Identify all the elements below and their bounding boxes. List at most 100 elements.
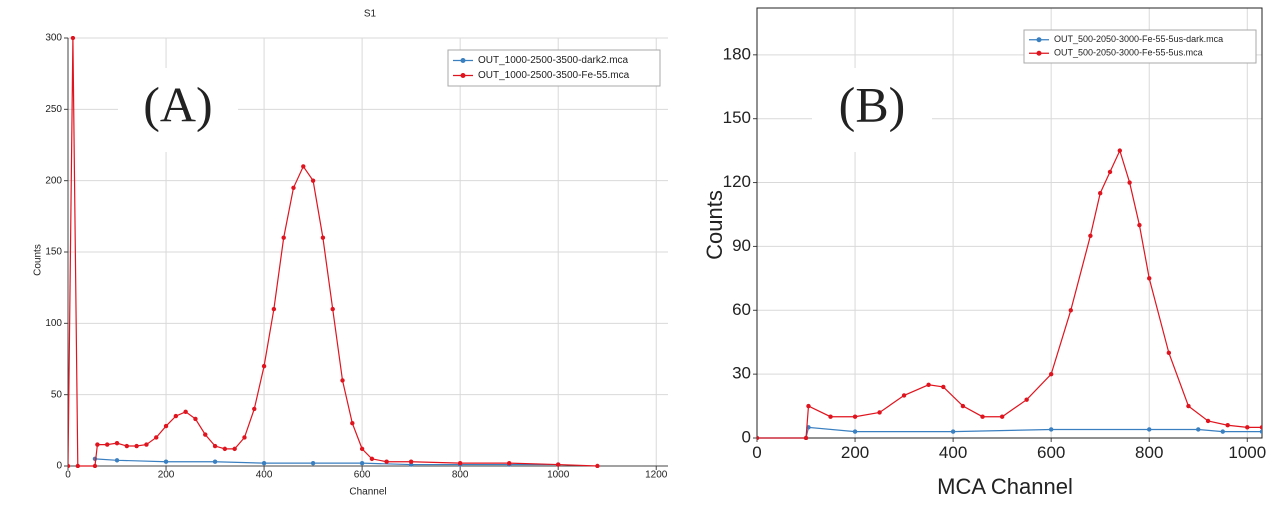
y-tick-label: 120: [723, 172, 751, 191]
data-point: [1166, 350, 1172, 356]
data-point: [193, 416, 198, 422]
data-point: [1098, 190, 1103, 196]
data-point: [369, 456, 375, 462]
legend-box: [1023, 29, 1257, 64]
data-point: [595, 463, 600, 468]
y-tick-label: 250: [45, 104, 62, 115]
data-point: [105, 442, 110, 447]
x-tick-label: 800: [452, 470, 469, 481]
data-point: [1088, 233, 1093, 238]
data-point: [1245, 425, 1250, 430]
annotation-background: [118, 68, 238, 152]
data-point: [1117, 148, 1123, 153]
x-tick-label: 0: [752, 443, 761, 462]
y-tick-label: 50: [51, 389, 63, 400]
data-point: [154, 435, 159, 440]
y-tick-label: 90: [732, 236, 751, 255]
x-tick-label: 1000: [1228, 443, 1266, 462]
data-point: [232, 446, 237, 452]
y-tick-label: 300: [45, 33, 62, 44]
data-point: [320, 235, 326, 240]
data-point: [281, 235, 286, 240]
data-point: [163, 459, 169, 464]
x-tick-label: 200: [158, 470, 175, 481]
x-tick-label: 400: [256, 470, 273, 481]
data-point: [926, 382, 931, 387]
y-axis-label: Counts: [33, 244, 44, 276]
data-point: [212, 443, 218, 449]
data-point: [806, 403, 811, 409]
y-tick-label: 0: [56, 461, 62, 472]
data-point: [222, 446, 228, 452]
data-point: [310, 460, 316, 466]
data-point: [408, 459, 414, 464]
data-point: [271, 306, 277, 312]
x-tick-label: 600: [354, 470, 371, 481]
data-point: [1147, 276, 1152, 281]
data-point: [1127, 180, 1132, 185]
legend-marker: [460, 73, 466, 78]
data-point: [261, 460, 267, 466]
data-point: [203, 432, 208, 437]
data-point: [1068, 308, 1073, 313]
data-point: [1259, 429, 1262, 434]
data-point: [1048, 371, 1054, 377]
data-point: [852, 429, 858, 434]
data-point: [212, 459, 218, 464]
x-tick-label: 1200: [645, 470, 668, 481]
legend: OUT_500-2050-3000-Fe-55-5us-dark.mca OUT_…: [1023, 29, 1257, 64]
data-point: [1024, 397, 1029, 402]
legend: OUT_1000-2500-3500-dark2.mca OUT_1000-250…: [447, 49, 661, 87]
data-point: [1205, 418, 1211, 424]
x-tick-label: 400: [939, 443, 967, 462]
y-tick-label: 200: [45, 175, 62, 186]
series-line: [757, 426, 1262, 439]
data-point: [359, 446, 365, 452]
data-point: [1048, 427, 1054, 432]
data-point: [350, 421, 355, 426]
data-point: [803, 435, 809, 440]
data-point: [252, 406, 257, 412]
y-tick-label: 150: [723, 108, 751, 127]
legend-marker: [1036, 37, 1042, 43]
data-point: [124, 443, 130, 449]
data-point: [310, 178, 316, 183]
data-point: [70, 36, 76, 41]
data-point: [330, 306, 335, 312]
series-group: [68, 36, 600, 468]
panel-annotation: (A): [143, 76, 212, 132]
data-point: [114, 440, 120, 446]
data-point: [828, 414, 833, 419]
annotation-background: [812, 68, 932, 152]
data-point: [1186, 403, 1191, 409]
y-tick-label: 30: [732, 364, 751, 383]
legend-box: [447, 49, 661, 87]
data-point: [359, 460, 365, 466]
chart-panel: 0 200 400 600 800 1000 0 30 60 90 120 150 180 (B) MCA …: [702, 7, 1266, 499]
data-point: [1147, 427, 1152, 432]
data-point: [941, 384, 946, 390]
series-line: [757, 148, 1262, 439]
data-point: [144, 442, 149, 447]
data-point: [757, 435, 760, 440]
data-point: [384, 459, 389, 464]
y-tick-label: 60: [732, 300, 751, 319]
legend-marker: [1036, 50, 1042, 56]
data-point: [555, 462, 561, 467]
data-point: [1196, 427, 1201, 432]
chart-title: S1: [364, 9, 377, 20]
data-point: [506, 460, 512, 466]
series-group: [757, 148, 1262, 440]
data-point: [980, 414, 985, 419]
y-axis-label: Counts: [702, 190, 727, 260]
data-point: [261, 363, 267, 369]
data-point: [75, 463, 81, 468]
data-point: [1259, 425, 1262, 430]
legend-label: OUT_1000-2500-3500-Fe-55.mca: [478, 70, 630, 81]
data-point: [301, 164, 306, 169]
data-point: [134, 443, 139, 449]
x-tick-label: 200: [841, 443, 869, 462]
data-point: [95, 442, 100, 447]
chart-panel: 0 200 400 600 800 1000 1200 0 50 100 150 200 250 300 (…: [33, 9, 668, 498]
